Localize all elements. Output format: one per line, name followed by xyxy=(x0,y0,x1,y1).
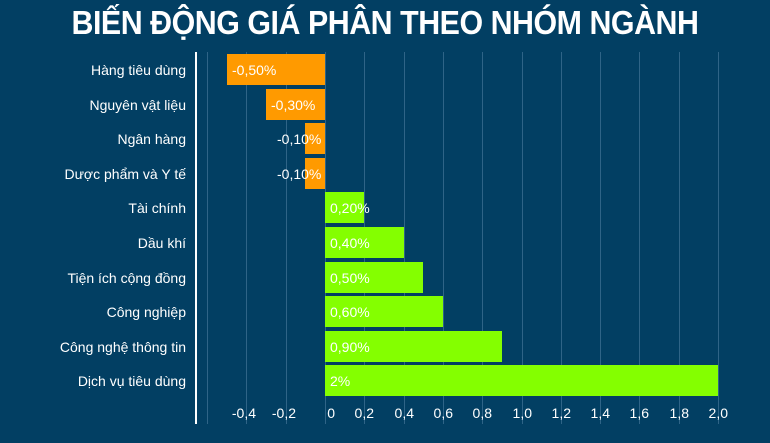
gridline xyxy=(561,52,562,424)
x-tick-label: 1,0 xyxy=(512,405,532,421)
x-tick-label: -0,4 xyxy=(231,405,256,421)
value-label: -0,10% xyxy=(277,166,322,182)
gridline xyxy=(207,52,208,424)
gridline xyxy=(404,52,405,424)
x-tick-label: -0,2 xyxy=(271,405,296,421)
bar xyxy=(227,54,325,85)
value-label: 0,40% xyxy=(330,235,370,251)
bar xyxy=(325,262,423,293)
value-label: -0,10% xyxy=(277,131,322,147)
value-label: 0,50% xyxy=(330,270,370,286)
value-label: 0,60% xyxy=(330,304,370,320)
category-label: Hàng tiêu dùng xyxy=(91,62,186,78)
gridline xyxy=(482,52,483,424)
x-tick-label: 1,2 xyxy=(551,405,571,421)
value-label: 0,90% xyxy=(330,339,370,355)
x-tick-label: 0,6 xyxy=(433,405,453,421)
gridline xyxy=(718,52,719,424)
category-label: Dược phẩm và Y tế xyxy=(64,166,186,182)
value-label: 2% xyxy=(330,373,351,389)
bar xyxy=(325,296,443,327)
x-tick-label: 0,2 xyxy=(354,405,374,421)
bar xyxy=(305,158,325,189)
category-label: Ngân hàng xyxy=(117,131,186,147)
bar xyxy=(266,89,325,120)
x-tick-label: 1,8 xyxy=(669,405,689,421)
bar xyxy=(325,227,404,258)
category-label: Công nghệ thông tin xyxy=(59,339,186,355)
x-tick-label: 0,4 xyxy=(394,405,414,421)
bar xyxy=(325,331,502,362)
bar xyxy=(325,365,718,396)
gridline xyxy=(286,52,287,424)
category-label: Tiện ích cộng đồng xyxy=(67,270,186,286)
x-tick-label: 1,6 xyxy=(629,405,649,421)
gridline xyxy=(443,52,444,424)
x-tick-label: 1,4 xyxy=(590,405,610,421)
category-label: Tài chính xyxy=(128,200,186,216)
gridline xyxy=(246,52,247,424)
y-axis-line xyxy=(195,52,197,424)
value-label: -0,50% xyxy=(232,62,277,78)
x-tick-label: 2,0 xyxy=(708,405,728,421)
value-label: 0,20% xyxy=(330,200,370,216)
gridline xyxy=(522,52,523,424)
category-label: Công nghiệp xyxy=(106,304,186,320)
value-label: -0,30% xyxy=(271,97,316,113)
x-tick-label: 0,8 xyxy=(472,405,492,421)
bar xyxy=(325,192,364,223)
gridline xyxy=(639,52,640,424)
bar xyxy=(305,123,325,154)
gridline xyxy=(679,52,680,424)
category-label: Dịch vụ tiêu dùng xyxy=(77,373,186,389)
chart-title: BIẾN ĐỘNG GIÁ PHÂN THEO NHÓM NGÀNH xyxy=(71,4,699,41)
x-tick-label: 0 xyxy=(327,405,335,421)
gridline xyxy=(600,52,601,424)
category-label: Dầu khí xyxy=(137,235,186,251)
category-label: Nguyên vật liệu xyxy=(89,97,186,113)
